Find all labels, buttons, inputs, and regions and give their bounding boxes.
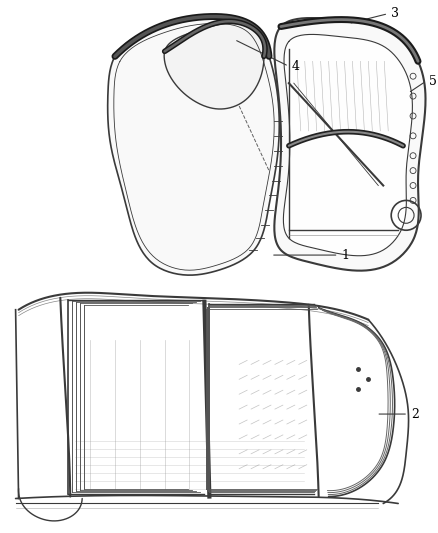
Text: 4: 4	[292, 60, 300, 73]
Polygon shape	[164, 23, 264, 109]
Polygon shape	[108, 17, 279, 275]
Text: 3: 3	[391, 7, 399, 20]
Polygon shape	[274, 18, 425, 271]
Text: 1: 1	[342, 248, 350, 262]
Text: 5: 5	[429, 75, 437, 88]
Text: 2: 2	[411, 408, 419, 421]
Polygon shape	[283, 35, 413, 256]
